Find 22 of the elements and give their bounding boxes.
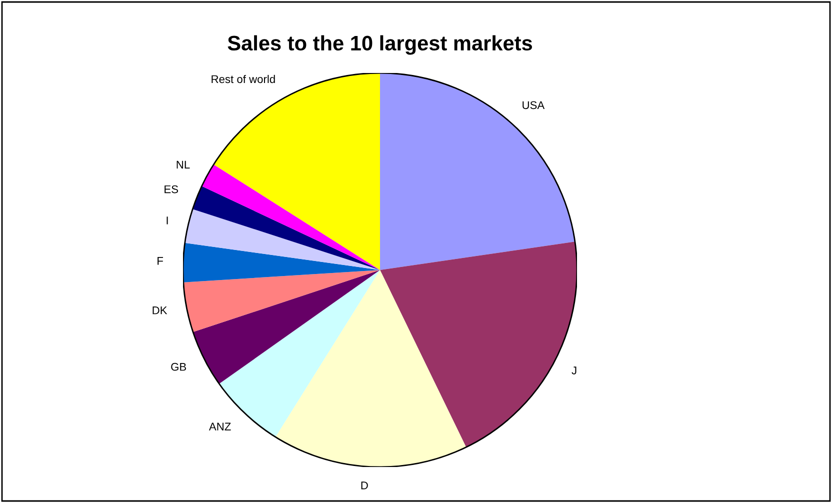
slice-label: ES xyxy=(164,185,178,194)
slice-label: D xyxy=(361,482,368,490)
pie-slice xyxy=(183,270,380,332)
slice-label: J xyxy=(572,366,576,374)
pie-slice xyxy=(183,242,380,282)
slice-label: Rest of world xyxy=(212,74,275,84)
pie-slice xyxy=(192,186,380,270)
pie-slice xyxy=(184,209,380,270)
slice-label: F xyxy=(158,257,164,265)
pie-slice xyxy=(275,270,466,467)
slice-label: DK xyxy=(152,306,168,314)
pie-slice xyxy=(380,242,577,448)
slice-label: GB xyxy=(171,362,186,371)
slice-label: I xyxy=(166,216,168,224)
pie-slice xyxy=(380,73,575,270)
pie-slice xyxy=(214,73,380,270)
slice-label: USA xyxy=(522,101,545,110)
slice-label: ANZ xyxy=(208,422,231,430)
pie-slice xyxy=(193,270,380,384)
pie-slice xyxy=(202,164,380,270)
slice-label: NL xyxy=(176,160,190,168)
chart-title: Sales to the 10 largest markets xyxy=(228,35,532,55)
